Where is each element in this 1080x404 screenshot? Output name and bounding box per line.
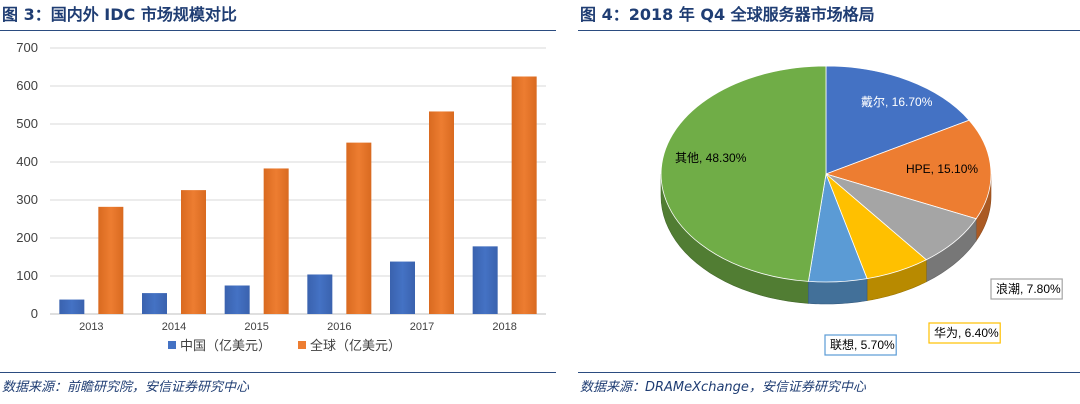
idc-market-bar-chart: 0 100 200 300 400 500 600 700 2013 2014 2015 2016 20… (16, 40, 546, 353)
x-tick-label: 2017 (410, 321, 434, 333)
bar-global (511, 76, 537, 314)
pie-label-dell: 戴尔, 16.70% (861, 94, 933, 109)
bar-global (98, 206, 124, 314)
bar-china (59, 299, 85, 314)
pie-label-text: 戴尔, 16.70% (861, 94, 933, 109)
y-tick-label: 300 (16, 192, 38, 207)
y-tick-label: 700 (16, 40, 38, 55)
pie-slice-dell (825, 65, 970, 175)
source-divider (578, 372, 1080, 373)
pie-label-box (990, 278, 1063, 300)
pie-label-text: HPE, 15.10% (906, 162, 978, 176)
bar-china (142, 293, 167, 314)
bar-china (224, 285, 250, 314)
figure-3-source: 数据来源：前瞻研究院，安信证券研究中心 (2, 380, 250, 395)
pie-slice-side-lenovo (808, 278, 868, 305)
figure-3-title: 图 3：国内外 IDC 市场规模对比 (2, 5, 237, 24)
y-tick-label: 600 (16, 78, 38, 93)
pie-label-other: 其他, 48.30% (675, 151, 747, 165)
pie-label-box (928, 322, 1001, 344)
title-divider (0, 30, 556, 31)
figure-4-source: 数据来源：DRAMeXchange，安信证券研究中心 (580, 380, 866, 395)
y-tick-label: 200 (16, 230, 38, 245)
pie-label-text: 华为, 6.40% (934, 326, 999, 340)
y-tick-label: 100 (16, 268, 38, 283)
pie-slice-hpe (824, 119, 992, 220)
bar-global (346, 142, 372, 314)
x-tick-label: 2014 (162, 321, 186, 333)
x-tick-label: 2016 (327, 321, 351, 333)
legend-swatch-global (298, 341, 306, 349)
bar-global (181, 190, 206, 314)
pie-label-box (824, 334, 897, 356)
y-tick-label: 0 (31, 306, 38, 321)
pie-label-text: 浪潮, 7.80% (996, 281, 1061, 296)
pie-label-inspur: 浪潮, 7.80% (990, 278, 1063, 300)
pie-label-text: 联想, 5.70% (830, 337, 895, 352)
bar-china (307, 274, 333, 314)
x-tick-label: 2018 (492, 321, 516, 333)
pie-label-huawei: 华为, 6.40% (928, 322, 1001, 344)
pie-label-hpe: HPE, 15.10% (906, 162, 978, 176)
x-tick-label: 2015 (244, 321, 268, 333)
legend-label-global: 全球（亿美元） (310, 338, 401, 353)
bar-global (263, 168, 289, 314)
x-tick-label: 2013 (79, 321, 103, 333)
pie-label-lenovo: 联想, 5.70% (824, 334, 897, 356)
source-divider (0, 372, 556, 373)
title-divider (578, 30, 1080, 31)
y-tick-label: 500 (16, 116, 38, 131)
idc-market-panel: 图 3：国内外 IDC 市场规模对比 0 100 200 300 400 500 600 70… (0, 5, 556, 395)
bar-china (390, 261, 415, 314)
server-market-pie-chart: 戴尔, 16.70% HPE, 15.10% 浪潮, 7.80% 华为, 6.40% 联… (660, 65, 1063, 356)
bar-global (429, 111, 454, 315)
legend-label-china: 中国（亿美元） (180, 338, 271, 353)
server-market-panel: 图 4：2018 年 Q4 全球服务器市场格局 戴尔, 16.70% HPE, 1… (578, 0, 1080, 404)
pie-slice-other (660, 65, 827, 282)
y-tick-label: 400 (16, 154, 38, 169)
bar-china (472, 246, 498, 314)
figure-4-title: 图 4：2018 年 Q4 全球服务器市场格局 (580, 5, 875, 24)
legend-swatch-china (168, 341, 176, 349)
pie-label-text: 其他, 48.30% (675, 151, 747, 165)
